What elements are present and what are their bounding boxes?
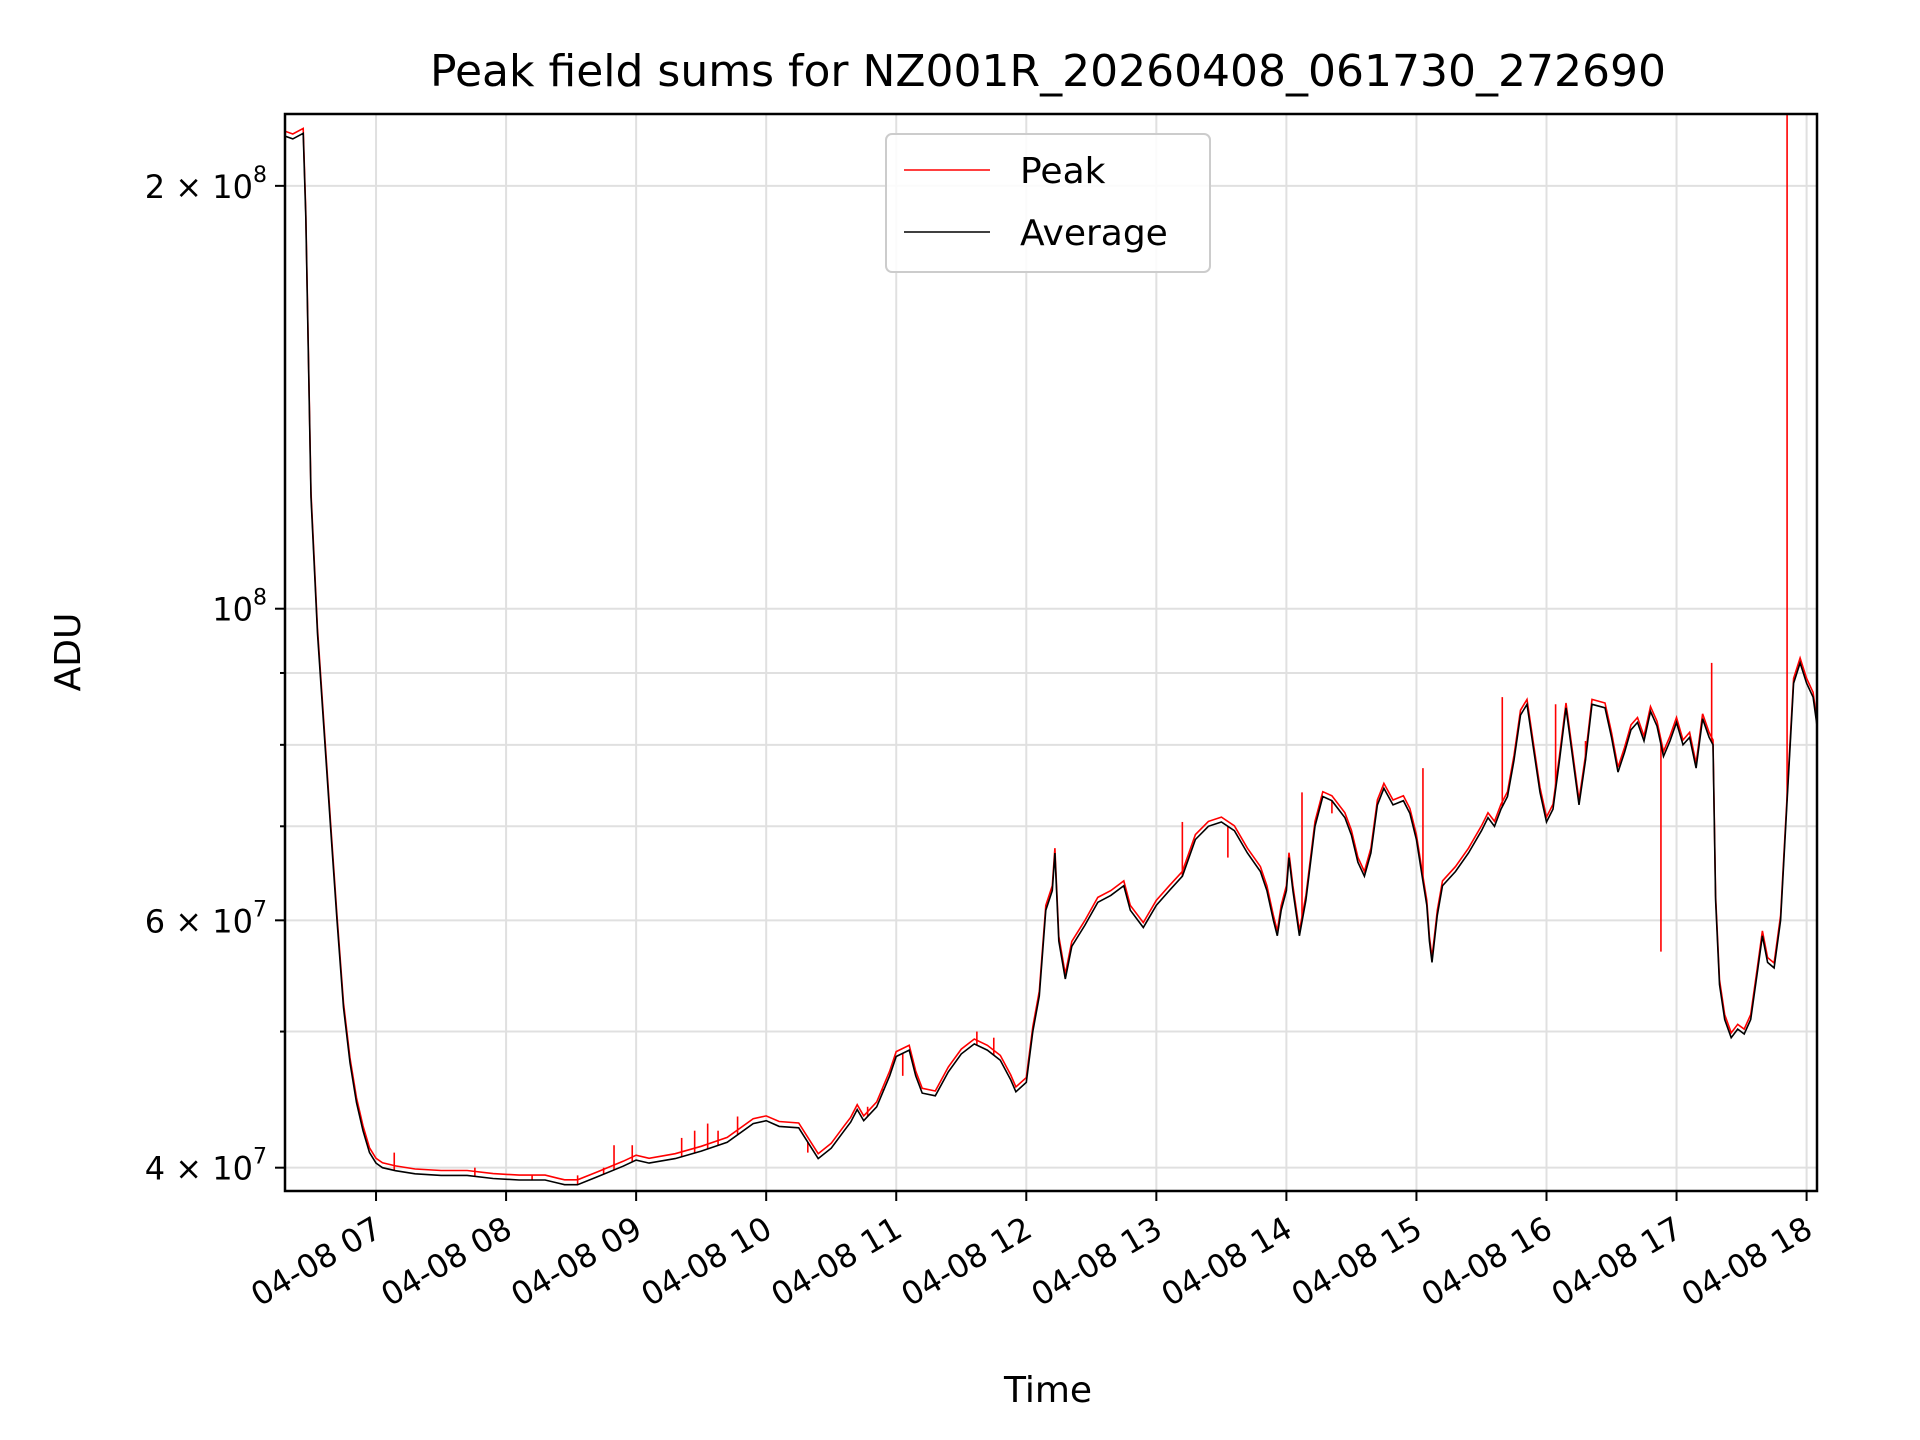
y-tick-label: 108 [212, 586, 267, 629]
plot-frame [283, 112, 1819, 1193]
y-axis: 4 × 107 6 × 107 108 2 × 108 [145, 163, 285, 1188]
chart-title: Peak field sums for NZ001R_20260408_0617… [430, 46, 1666, 97]
plot-series [285, 114, 1817, 1186]
x-axis-label: Time [1003, 1370, 1092, 1411]
legend: Peak Average [885, 133, 1211, 273]
y-tick-label: 6 × 107 [145, 897, 267, 940]
y-tick-label: 4 × 107 [145, 1145, 267, 1188]
average-series-line [285, 131, 1817, 1186]
legend-peak-label: Peak [1020, 151, 1106, 192]
legend-box [885, 133, 1211, 273]
y-axis-label: ADU [48, 613, 89, 692]
grid [285, 114, 1817, 1191]
y-tick-label: 2 × 108 [145, 163, 267, 206]
legend-average-label: Average [1020, 213, 1168, 254]
